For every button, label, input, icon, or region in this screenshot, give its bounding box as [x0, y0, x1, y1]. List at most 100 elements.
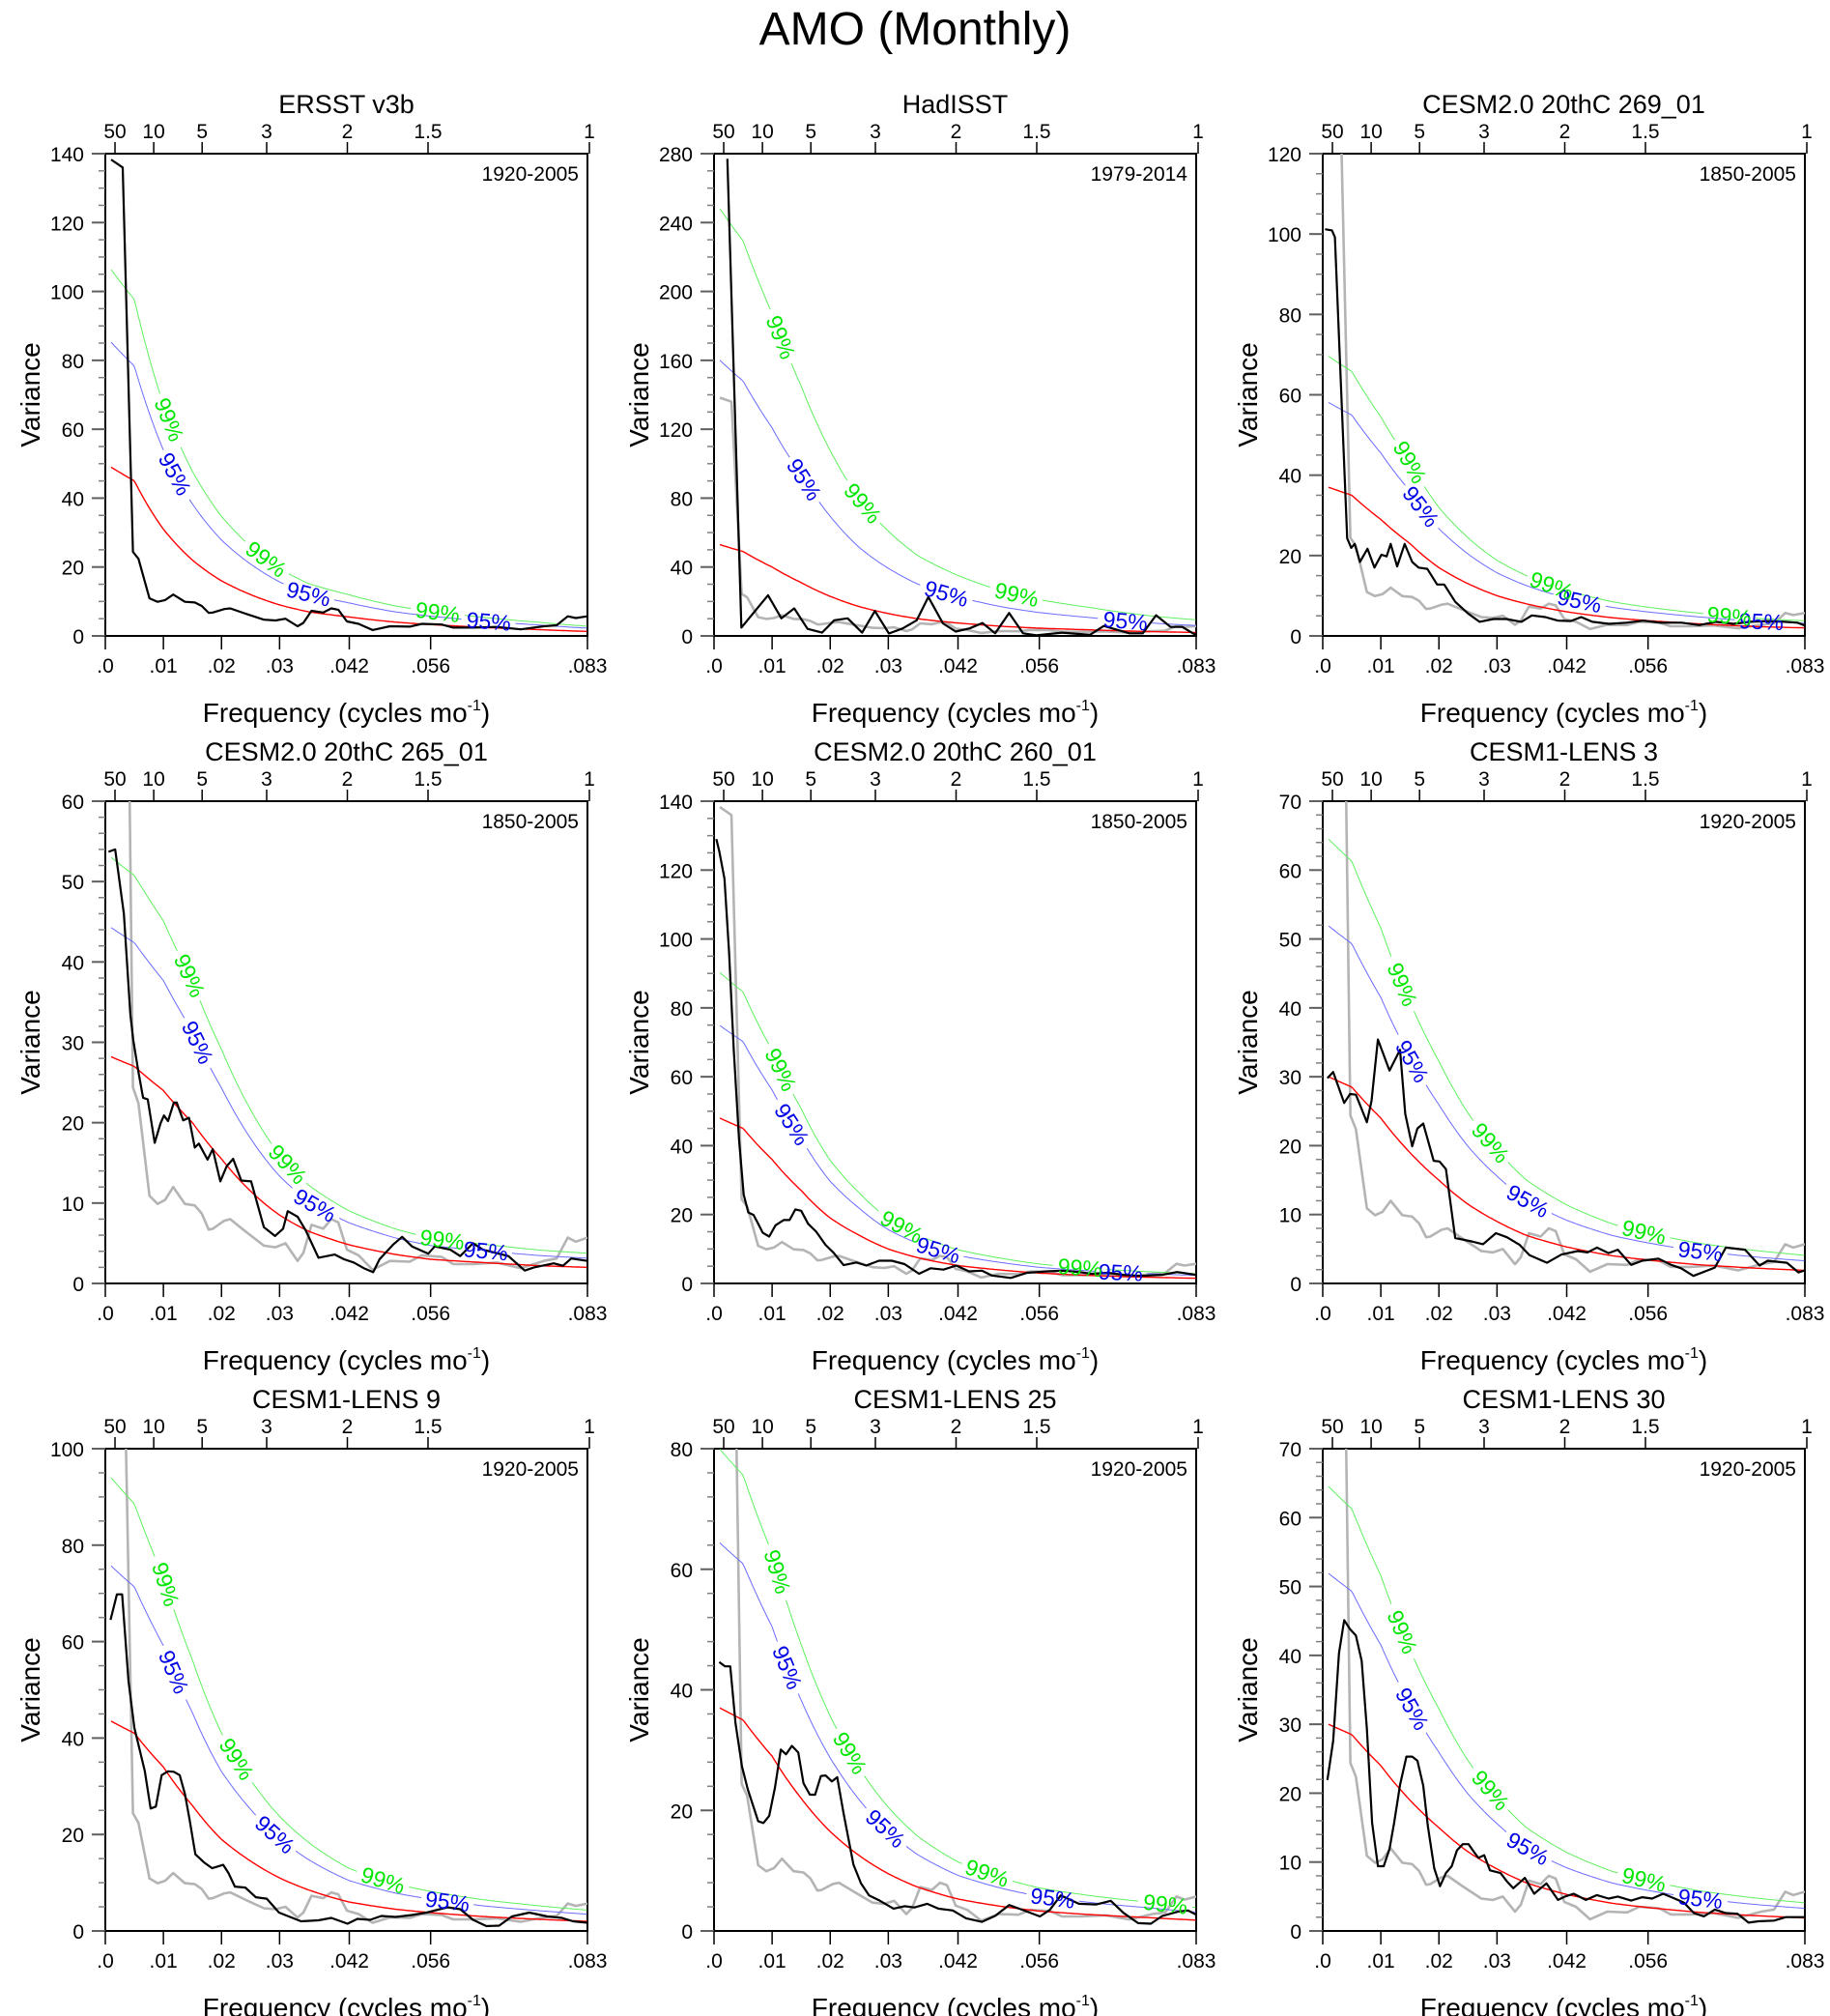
y-tick-label: 60 [671, 1560, 693, 1582]
x-axis-label-main: Frequency (cycles mo [1420, 1345, 1685, 1375]
x-tick-label: .0 [705, 1950, 723, 1973]
conf95-line [1551, 1860, 1674, 1895]
panel-grid: ERSST v3b020406080100120140.0.01.02.03.0… [15, 90, 1825, 2016]
top-period-label: 3 [870, 121, 881, 143]
top-period-label: 50 [1321, 1416, 1343, 1438]
x-tick-label: .03 [266, 1303, 294, 1325]
red-noise-line [719, 1707, 1196, 1921]
x-axis-label: Frequency (cycles mo-1) [203, 698, 490, 728]
conf99-line [1042, 599, 1196, 620]
y-tick-label: 40 [671, 1681, 693, 1703]
x-tick-label: .083 [1786, 1950, 1825, 1973]
conf95-label: 95% [466, 607, 512, 636]
y-tick-label: 0 [681, 1274, 693, 1296]
y-tick-label: 80 [62, 1536, 84, 1558]
x-axis-label-main: Frequency (cycles mo [812, 1345, 1076, 1375]
x-tick-label: .03 [1483, 655, 1511, 677]
x-tick-label: .056 [1019, 1950, 1059, 1973]
x-axis-label-suffix: ) [481, 1993, 490, 2016]
conf99-line [199, 1000, 272, 1144]
x-tick-label: .0 [97, 655, 114, 677]
top-period-label: 50 [1321, 768, 1343, 791]
plot-frame [104, 800, 588, 1284]
conf95-label: 95% [1738, 608, 1784, 635]
top-period-label: 5 [1414, 121, 1425, 143]
top-period-label: 10 [751, 1416, 773, 1438]
y-tick-label: 160 [659, 351, 693, 373]
top-period-label: 50 [103, 121, 126, 143]
panel: CESM2.0 20thC 269_01 0 20 40 60 80 100 120 .0 .01… [1233, 90, 1824, 728]
conf95-line [818, 502, 921, 586]
conf95-label: 95% [1502, 1179, 1554, 1223]
top-period-label: 2 [342, 1416, 354, 1438]
plot-area [719, 158, 1196, 636]
conf95-line [473, 1904, 587, 1915]
top-period-label: 50 [1321, 121, 1343, 143]
x-axis-label-superscript: -1 [468, 1345, 481, 1362]
conf95-label: 95% [1390, 1036, 1434, 1087]
top-period-label: 3 [261, 121, 272, 143]
top-period-label: 1.5 [1631, 1416, 1659, 1438]
conf99-line [719, 208, 771, 310]
conf99-label: 99% [1388, 437, 1432, 488]
conf99-line [1413, 1011, 1474, 1121]
conf99-label: 99% [839, 478, 886, 529]
conf99-line [792, 1093, 879, 1212]
y-tick-label: 40 [62, 488, 84, 510]
conf95-line [797, 1693, 867, 1809]
red-noise-line [110, 1720, 587, 1922]
y-tick-label: 80 [62, 351, 84, 373]
y-tick-label: 70 [1279, 792, 1301, 814]
y-axis-label: Variance [1233, 1637, 1263, 1742]
x-axis-label: Frequency (cycles mo-1) [203, 1345, 490, 1375]
conf95-line [333, 599, 462, 620]
x-tick-label: .01 [758, 1950, 786, 1973]
x-axis-label-suffix: ) [1699, 1993, 1707, 2016]
plot-frame [104, 153, 588, 637]
x-tick-label: .083 [568, 1303, 608, 1325]
x-axis-label-main: Frequency (cycles mo [203, 1993, 468, 2016]
top-period-label: 5 [196, 768, 208, 791]
conf95-line [719, 360, 790, 458]
y-tick-label: 20 [671, 1800, 693, 1823]
top-period-label: 2 [1559, 1416, 1571, 1438]
period-range-label: 1920-2005 [1700, 1458, 1796, 1481]
y-tick-label: 100 [50, 1439, 84, 1461]
x-axis-label-superscript: -1 [1685, 1993, 1699, 2009]
y-tick-label: 20 [1279, 546, 1301, 568]
x-tick-label: .02 [208, 1303, 236, 1325]
x-tick-label: .083 [568, 1950, 608, 1973]
conf95-label: 95% [284, 576, 333, 611]
top-period-label: 3 [870, 1416, 881, 1438]
conf95-label: 95% [177, 1017, 218, 1068]
plot-area [1325, 154, 1805, 631]
x-tick-label: .01 [150, 655, 178, 677]
y-tick-label: 0 [681, 1921, 693, 1944]
x-axis-label-superscript: -1 [1685, 1345, 1699, 1362]
conf99-label: 99% [1467, 1117, 1515, 1167]
conf95-line [972, 599, 1099, 619]
x-tick-label: .03 [266, 1950, 294, 1973]
x-tick-label: .03 [1483, 1303, 1511, 1325]
conf95-line [1328, 401, 1406, 486]
x-axis-label: Frequency (cycles mo-1) [812, 1345, 1099, 1375]
plot-area [110, 158, 587, 632]
conf95-label: 95% [154, 1647, 194, 1698]
panel: ERSST v3b 0 20 40 60 80 100 120 140 .0 .01 .02 .03 .0… [15, 90, 607, 728]
x-tick-label: .02 [1425, 655, 1453, 677]
conf99-label: 99% [1382, 1606, 1422, 1657]
x-tick-label: .083 [568, 655, 608, 677]
plot-frame [713, 800, 1197, 1284]
y-tick-label: 0 [72, 626, 84, 648]
conf99-label: 99% [828, 1727, 872, 1778]
conf99-line [1012, 1881, 1138, 1902]
top-period-label: 1.5 [1631, 768, 1659, 791]
conf95-label: 95% [861, 1804, 910, 1853]
top-period-label: 10 [751, 121, 773, 143]
reference-spectrum-line [128, 801, 587, 1272]
top-period-label: 1 [584, 1416, 595, 1438]
period-range-label: 1979-2014 [1091, 163, 1188, 186]
top-period-label: 50 [712, 1416, 734, 1438]
x-axis-label-superscript: -1 [1076, 1345, 1090, 1362]
conf95-label: 95% [154, 448, 197, 500]
